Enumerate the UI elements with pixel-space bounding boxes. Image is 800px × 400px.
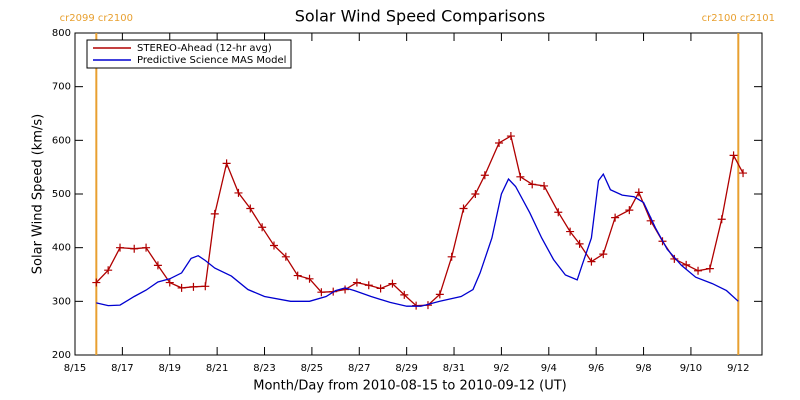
data-point: [480, 171, 489, 180]
boundary-label: cr2099 cr2100: [60, 13, 133, 24]
data-point: [587, 257, 596, 266]
data-point: [189, 282, 198, 291]
data-point: [435, 290, 444, 299]
data-point: [540, 181, 549, 190]
data-point: [142, 243, 151, 252]
data-point: [625, 206, 634, 215]
x-tick-label: 9/10: [680, 363, 702, 374]
data-point: [634, 188, 643, 197]
y-tick-label: 500: [52, 189, 71, 200]
data-point: [364, 281, 373, 290]
data-point: [388, 279, 397, 288]
data-point: [694, 266, 703, 275]
data-point: [341, 285, 350, 294]
data-point: [305, 274, 314, 283]
data-point: [566, 227, 575, 236]
legend-label: STEREO-Ahead (12-hr avg): [137, 43, 272, 54]
data-point: [459, 204, 468, 213]
data-point: [104, 266, 113, 275]
x-tick-label: 8/21: [206, 363, 228, 374]
data-point: [234, 188, 243, 197]
x-tick-label: 8/25: [301, 363, 323, 374]
data-point: [317, 288, 326, 297]
y-tick-label: 200: [52, 350, 71, 361]
y-tick-label: 400: [52, 243, 71, 254]
x-tick-label: 9/8: [636, 363, 652, 374]
x-tick-label: 8/15: [64, 363, 86, 374]
x-tick-label: 9/2: [493, 363, 509, 374]
series-line: [96, 172, 739, 307]
x-tick-label: 9/4: [541, 363, 557, 374]
y-axis-label: Solar Wind Speed (km/s): [31, 114, 46, 274]
y-tick-label: 600: [52, 135, 71, 146]
data-point: [165, 278, 174, 287]
legend-label: Predictive Science MAS Model: [137, 55, 286, 66]
x-tick-label: 8/31: [443, 363, 465, 374]
data-point: [153, 261, 162, 270]
data-point: [611, 213, 620, 222]
data-point: [516, 172, 525, 181]
data-point: [400, 290, 409, 299]
data-point: [92, 278, 101, 287]
data-point: [705, 264, 714, 273]
data-point: [376, 284, 385, 293]
x-tick-label: 8/27: [348, 363, 370, 374]
data-point: [352, 278, 361, 287]
x-tick-label: 8/29: [395, 363, 417, 374]
y-tick-label: 800: [52, 28, 71, 39]
data-point: [599, 250, 608, 259]
data-point: [210, 209, 219, 218]
data-point: [575, 239, 584, 248]
data-point: [739, 169, 748, 178]
x-tick-label: 8/23: [253, 363, 275, 374]
data-point: [130, 244, 139, 253]
x-axis-label: Month/Day from 2010-08-15 to 2010-09-12 …: [253, 379, 566, 394]
data-point: [447, 252, 456, 261]
x-tick-label: 8/19: [159, 363, 181, 374]
data-point: [528, 180, 537, 189]
legend-box: [86, 39, 292, 69]
x-tick-label: 9/6: [588, 363, 604, 374]
boundary-label: cr2100 cr2101: [702, 13, 775, 24]
y-tick-label: 700: [52, 82, 71, 93]
data-point: [682, 260, 691, 269]
data-point: [293, 271, 302, 280]
data-point: [246, 204, 255, 213]
data-point: [670, 254, 679, 263]
data-point: [729, 151, 738, 160]
data-point: [717, 215, 726, 224]
data-point: [258, 223, 267, 232]
data-point: [222, 159, 231, 168]
data-point: [506, 132, 515, 141]
data-point: [269, 241, 278, 250]
data-point: [495, 139, 504, 148]
data-point: [281, 252, 290, 261]
x-tick-label: 9/12: [727, 363, 749, 374]
x-tick-label: 8/17: [111, 363, 133, 374]
data-point: [554, 208, 563, 217]
data-point: [116, 243, 125, 252]
data-point: [201, 282, 210, 291]
data-point: [177, 283, 186, 292]
data-point: [471, 190, 480, 198]
chart-title: Solar Wind Speed Comparisons: [295, 7, 546, 26]
y-tick-label: 300: [52, 296, 71, 307]
